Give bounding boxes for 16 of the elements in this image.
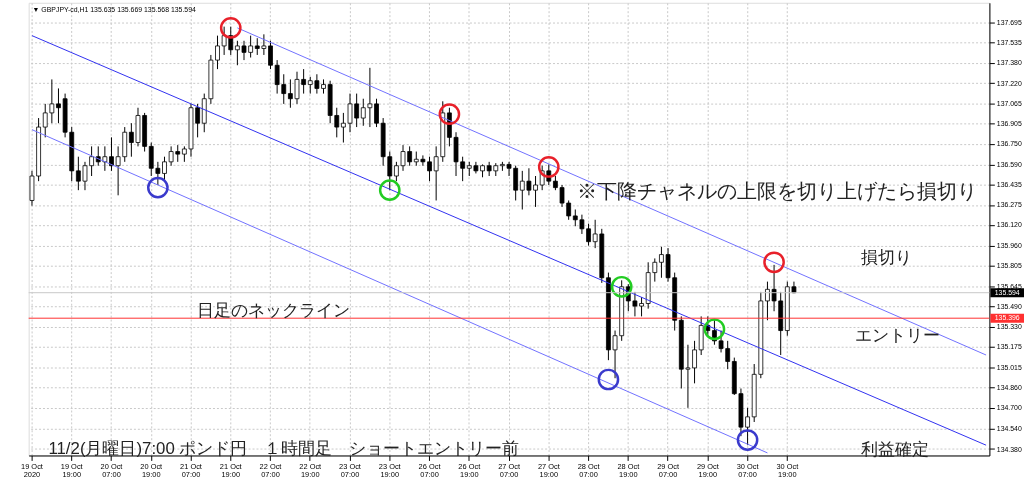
point [378,179,401,202]
point [146,176,169,199]
point [597,368,620,391]
annotation: 11/2(月曜日)7:00 ポンド円 １時間足 ショートエントリー前 [48,439,520,459]
point [537,156,560,178]
point [736,429,759,451]
point [438,103,461,126]
point [763,251,785,274]
annotation: ※下降チャネルの上限を切り上げたら損切り [577,180,978,203]
annotation: 日足のネックライン [196,301,350,321]
point [219,17,242,39]
point [703,318,726,341]
annotation: エントリー [854,325,940,345]
annotation: 利益確定 [860,440,929,460]
point [610,275,633,298]
annotation: 損切り [860,247,912,267]
